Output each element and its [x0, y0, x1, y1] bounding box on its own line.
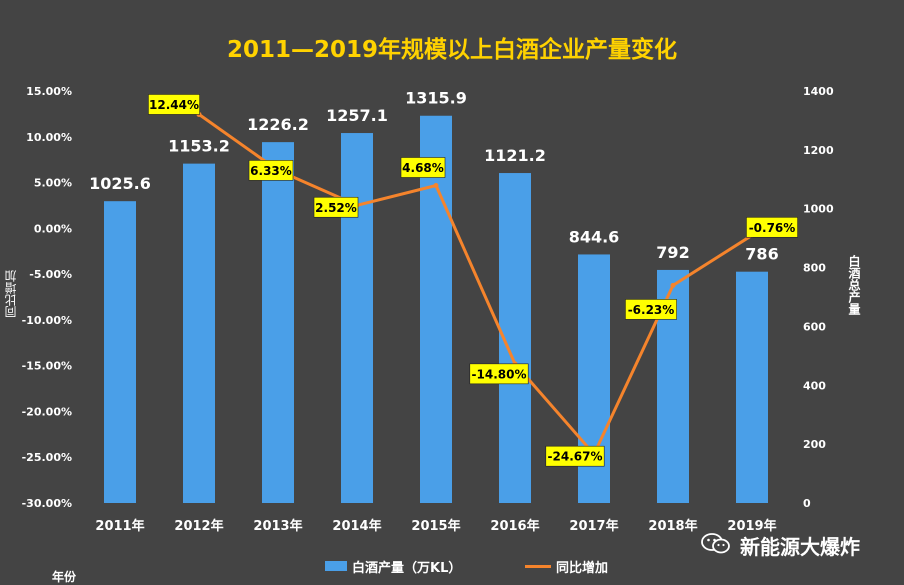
line-label-text: 2.52% — [315, 201, 357, 215]
x-tick: 2013年 — [253, 518, 302, 534]
y-left-tick: -5.00% — [29, 268, 72, 281]
bar-value-label: 844.6 — [569, 227, 620, 246]
line-point — [670, 282, 676, 288]
legend-line-swatch — [525, 565, 551, 568]
watermark-text: 新能源大爆炸 — [740, 535, 860, 559]
line-label-box — [545, 445, 605, 467]
bar — [736, 271, 768, 503]
y-left-tick: -25.00% — [22, 451, 72, 464]
line-label-box — [746, 216, 798, 238]
y-left-tick: -30.00% — [22, 497, 72, 510]
line-value-label: 4.68% — [400, 157, 446, 178]
axis-ticks: 15.00% 10.00% 5.00% 0.00% -5.00% -10.00% -15.0… — [22, 85, 834, 534]
bar-value-label: 786 — [745, 245, 778, 264]
y-left-tick: -10.00% — [22, 314, 72, 327]
bar — [341, 133, 373, 504]
y-right-tick: 800 — [803, 262, 826, 275]
line-label-text: -14.80% — [472, 367, 527, 381]
line-point — [433, 182, 439, 188]
chart-title: 2011—2019年规模以上白酒企业产量变化 — [226, 37, 678, 63]
y-right-tick: 1000 — [803, 203, 834, 216]
line-value-label: -6.23% — [625, 299, 677, 320]
bar-value-label: 1226.2 — [247, 115, 309, 134]
line-label-text: 4.68% — [402, 161, 444, 175]
bar — [262, 142, 294, 503]
line-value-label: 2.52% — [313, 196, 359, 218]
line-label-box — [313, 196, 359, 218]
y-left-tick: -20.00% — [22, 405, 72, 418]
line-value-label: 12.44% — [148, 94, 200, 115]
y-left-axis-title: 同比增加 — [4, 270, 18, 318]
line-label-text: -0.76% — [749, 221, 796, 235]
x-tick: 2015年 — [411, 518, 460, 534]
x-tick: 2011年 — [95, 518, 144, 534]
bar — [420, 115, 452, 504]
line-label-text: 6.33% — [250, 164, 292, 178]
bar — [104, 201, 136, 503]
line-label-box — [469, 363, 529, 385]
line-label-box — [625, 299, 677, 320]
line-label-text: 12.44% — [149, 98, 199, 112]
data-labels: 1025.6 1153.2 1226.2 1257.1 1315.9 1121.2 844.… — [89, 89, 798, 467]
x-tick: 2012年 — [174, 518, 223, 534]
bar-value-label: 1025.6 — [89, 174, 151, 193]
bar-value-label: 1153.2 — [168, 137, 230, 156]
line-label-text: -6.23% — [628, 303, 675, 317]
y-right-tick: 400 — [803, 379, 826, 392]
y-left-tick: 0.00% — [34, 222, 72, 235]
x-tick: 2016年 — [490, 518, 539, 534]
bar-value-label: 1315.9 — [405, 89, 467, 108]
legend-bar-swatch — [325, 561, 347, 571]
y-right-tick: 600 — [803, 320, 826, 333]
line-label-box — [400, 157, 446, 178]
line-value-label: 6.33% — [248, 160, 294, 181]
bar-value-label: 792 — [656, 243, 689, 262]
line-value-label: -0.76% — [746, 216, 798, 238]
x-tick: 2018年 — [648, 518, 697, 534]
line-label-box — [248, 160, 294, 181]
bar-series — [104, 115, 768, 504]
line-value-label: -14.80% — [469, 363, 529, 385]
legend-line-label: 同比增加 — [556, 561, 609, 576]
y-right-axis-title: 白酒总产量 — [847, 255, 861, 315]
wechat-icon — [701, 533, 730, 554]
y-left-tick: 5.00% — [34, 177, 72, 190]
line-label-text: -24.67% — [548, 450, 603, 464]
legend: 白酒产量（万KL） 同比增加 — [0, 556, 904, 576]
x-axis-title: 年份 — [52, 570, 77, 584]
y-right-tick: 1200 — [803, 144, 834, 157]
x-tick: 2017年 — [569, 518, 618, 534]
x-tick: 2014年 — [332, 518, 381, 534]
y-left-tick: 15.00% — [26, 85, 72, 98]
legend-bar-label: 白酒产量（万KL） — [352, 561, 462, 576]
y-right-tick: 200 — [803, 438, 826, 451]
line-value-label: -24.67% — [545, 445, 605, 467]
bar — [183, 163, 215, 504]
x-tick: 2019年 — [727, 518, 776, 534]
bar-value-label: 1257.1 — [326, 106, 388, 125]
y-right-tick: 0 — [803, 497, 811, 510]
y-left-tick: -15.00% — [22, 360, 72, 373]
bar-value-label: 1121.2 — [484, 146, 546, 165]
line-label-box — [148, 94, 200, 115]
y-left-tick: 10.00% — [26, 131, 72, 144]
y-right-tick: 1400 — [803, 85, 834, 98]
